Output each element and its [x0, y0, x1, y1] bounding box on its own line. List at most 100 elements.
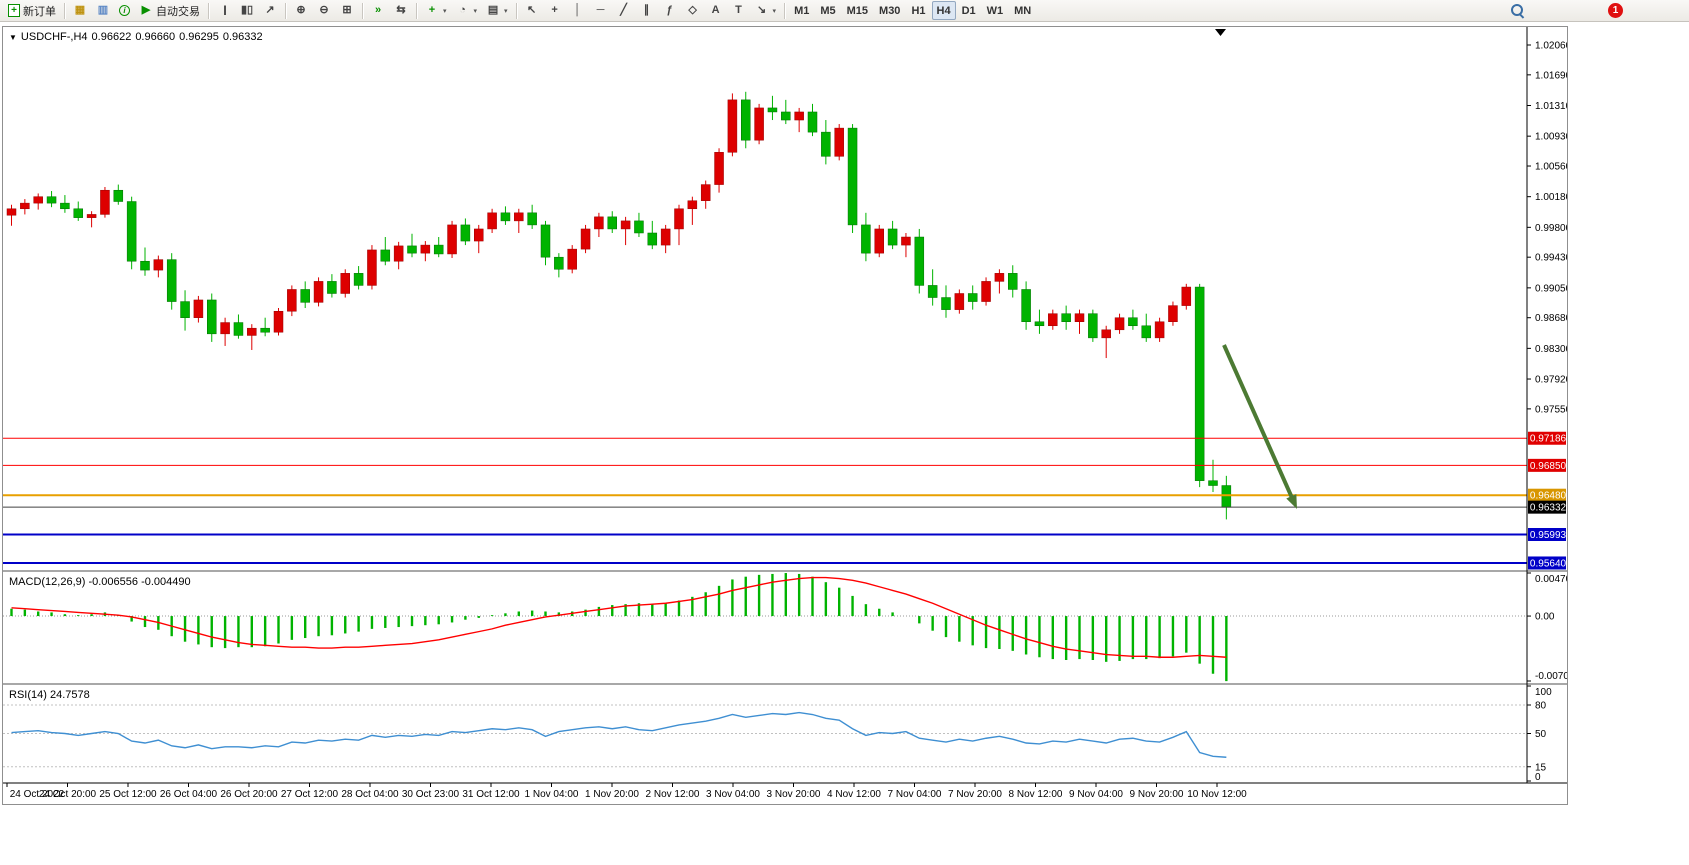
- toolbar-separator: [285, 2, 286, 19]
- tf-m15-button[interactable]: M15: [842, 1, 873, 20]
- macd-scale-label: 0.004703: [1535, 574, 1567, 585]
- templates-button[interactable]: ▤ ▾: [482, 1, 512, 20]
- bar-chart-button[interactable]: |||: [213, 1, 235, 20]
- tf-w1-button[interactable]: W1: [982, 1, 1009, 20]
- candle: [527, 212, 537, 226]
- tf-h4-button[interactable]: H4: [931, 1, 956, 20]
- crosshair-button[interactable]: +: [544, 1, 566, 20]
- candle: [781, 111, 791, 121]
- auto-scroll-button[interactable]: »: [367, 1, 389, 20]
- candle: [807, 111, 818, 133]
- new-order-button[interactable]: + 新订单: [4, 1, 60, 20]
- arrows-button[interactable]: ↘ ▾: [751, 1, 781, 20]
- dropdown-caret-icon: ▾: [443, 7, 447, 15]
- chart-shift-button[interactable]: ⇆: [390, 1, 412, 20]
- text-icon: A: [711, 4, 720, 16]
- toolbar-separator: [515, 2, 517, 19]
- price-level-value: 0.95640: [1530, 558, 1567, 569]
- rsi-line: [11, 711, 1227, 758]
- time-label: 2 Nov 12:00: [646, 789, 700, 800]
- tf-d1-label: D1: [961, 4, 976, 17]
- candle: [1034, 321, 1045, 327]
- time-label: 7 Nov 04:00: [888, 789, 942, 800]
- price-level-label: [1528, 431, 1566, 445]
- tf-m30-button[interactable]: M30: [874, 1, 905, 20]
- fibonacci-button[interactable]: ƒ: [659, 1, 681, 20]
- time-label: 3 Nov 20:00: [767, 789, 821, 800]
- candle: [580, 228, 591, 250]
- candle: [260, 327, 270, 333]
- notification-badge[interactable]: 1: [1608, 3, 1623, 18]
- zoom-out-button[interactable]: ⊖: [313, 1, 335, 20]
- trendline-icon: ╱: [620, 4, 627, 16]
- shapes-icon: ◇: [688, 4, 697, 16]
- rsi-scale-label: 50: [1535, 729, 1547, 740]
- chart-shift-icon: ⇆: [396, 4, 406, 16]
- time-label: 24 Oct 2022: [10, 789, 65, 800]
- time-label: 10 Nov 12:00: [1187, 789, 1247, 800]
- candle: [220, 322, 230, 335]
- scroll-to-end-marker[interactable]: [1215, 29, 1226, 36]
- candle: [1114, 317, 1125, 331]
- vertical-line-icon: │: [574, 4, 581, 16]
- candle: [1061, 313, 1071, 322]
- time-label: 26 Oct 04:00: [160, 789, 218, 800]
- candle: [1008, 273, 1018, 290]
- profiles-button[interactable]: ▥: [92, 1, 114, 20]
- candle: [594, 216, 604, 230]
- text-label-button[interactable]: T: [728, 1, 750, 20]
- candle: [941, 297, 951, 310]
- candle: [1074, 313, 1085, 322]
- rsi-scale-label: 15: [1535, 762, 1547, 773]
- line-chart-button[interactable]: ↗: [259, 1, 281, 20]
- zoom-in-button[interactable]: ⊕: [290, 1, 312, 20]
- channel-button[interactable]: ∥: [636, 1, 658, 20]
- tf-m1-button[interactable]: M1: [789, 1, 814, 20]
- text-button[interactable]: A: [705, 1, 727, 20]
- time-label: 4 Nov 12:00: [827, 789, 881, 800]
- zoom-out-icon: ⊖: [319, 4, 329, 16]
- cursor-button[interactable]: ↖: [521, 1, 543, 20]
- candle: [874, 228, 884, 254]
- panel-separator[interactable]: [3, 570, 1567, 572]
- candle: [207, 299, 217, 335]
- candle: [901, 236, 911, 246]
- arrows-icon: ↘: [756, 4, 767, 16]
- tf-h1-button[interactable]: H1: [906, 1, 930, 20]
- vertical-line-button[interactable]: │: [567, 1, 589, 20]
- panel-separator[interactable]: [3, 683, 1567, 685]
- macd-signal-line: [11, 576, 1227, 658]
- price-level-label: [1528, 500, 1566, 514]
- collapse-triangle-icon[interactable]: ▼: [9, 33, 17, 42]
- candle: [140, 260, 150, 271]
- time-label: 3 Nov 04:00: [706, 789, 760, 800]
- candle: [714, 152, 724, 185]
- price-level-value: 0.95993: [1530, 530, 1567, 541]
- indicators-button[interactable]: + ▾: [421, 1, 451, 20]
- candle: [741, 99, 751, 141]
- tf-d1-button[interactable]: D1: [957, 1, 981, 20]
- search-icon[interactable]: [1511, 4, 1524, 17]
- tf-m5-button[interactable]: M5: [815, 1, 840, 20]
- horizontal-line-button[interactable]: ─: [590, 1, 612, 20]
- tile-windows-icon: ⊞: [342, 4, 352, 16]
- tile-windows-button[interactable]: ⊞: [336, 1, 358, 20]
- candle: [554, 256, 564, 270]
- new-chart-button[interactable]: ▦: [69, 1, 91, 20]
- candle: [313, 281, 324, 303]
- trendline-button[interactable]: ╱: [613, 1, 635, 20]
- tf-mn-button[interactable]: MN: [1009, 1, 1036, 20]
- candle: [954, 293, 965, 310]
- data-window-button[interactable]: i: [115, 1, 134, 20]
- crosshair-icon: +: [551, 4, 558, 16]
- autotrading-button[interactable]: ▶ 自动交易: [135, 1, 204, 20]
- text-label-icon: T: [735, 4, 742, 16]
- candlestick-chart-button[interactable]: ▮▯: [236, 1, 258, 20]
- candle: [60, 202, 70, 210]
- trend-arrow-annotation[interactable]: [1222, 344, 1296, 502]
- chart-canvas[interactable]: 1.02060 1.01690 1.01310 1.00930 1.00560 1.001…: [3, 27, 1567, 804]
- shapes-button[interactable]: ◇: [682, 1, 704, 20]
- periods-button[interactable]: ◔ ▾: [452, 1, 482, 20]
